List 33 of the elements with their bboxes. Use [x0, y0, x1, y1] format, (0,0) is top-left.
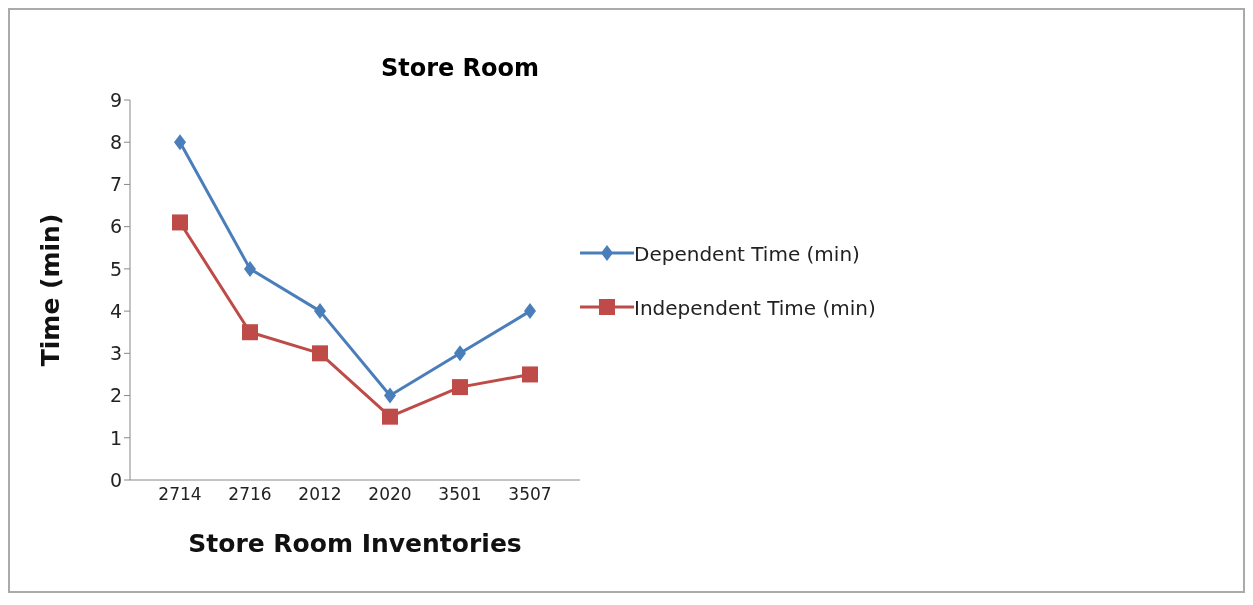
- point: [244, 260, 256, 277]
- x-tick-label: 2020: [368, 484, 412, 505]
- x-tick-label: 2714: [158, 484, 202, 505]
- point: [174, 134, 186, 151]
- y-tick-label: 1: [109, 426, 122, 449]
- point: [382, 408, 398, 425]
- point: [522, 366, 538, 383]
- x-tick-label: 3507: [508, 484, 552, 505]
- legend-label: Independent Time (min): [634, 295, 876, 321]
- y-tick-label: 9: [109, 88, 122, 111]
- point: [384, 387, 396, 404]
- x-tick-label: 3501: [438, 484, 482, 505]
- y-tick-label: 4: [109, 299, 122, 322]
- point: [452, 379, 468, 396]
- x-tick-label: 2716: [228, 484, 272, 505]
- point: [454, 345, 466, 362]
- x-tick-label: 2012: [298, 484, 342, 505]
- y-tick-label: 5: [109, 257, 122, 280]
- y-tick-label: 0: [109, 468, 122, 491]
- point: [172, 214, 188, 231]
- point: [242, 324, 258, 341]
- y-tick-label: 7: [109, 173, 122, 196]
- y-tick-label: 3: [109, 342, 122, 365]
- chart-title: Store Room: [379, 54, 541, 82]
- point: [312, 345, 328, 362]
- y-tick-label: 8: [109, 130, 122, 153]
- y-tick-label: 6: [109, 215, 122, 238]
- y-axis-title: Time (min): [35, 213, 65, 367]
- point: [524, 303, 536, 320]
- point: [314, 303, 326, 320]
- legend-label: Dependent Time (min): [634, 241, 860, 267]
- y-tick-label: 2: [109, 384, 122, 407]
- x-axis-title: Store Room Inventories: [188, 529, 522, 558]
